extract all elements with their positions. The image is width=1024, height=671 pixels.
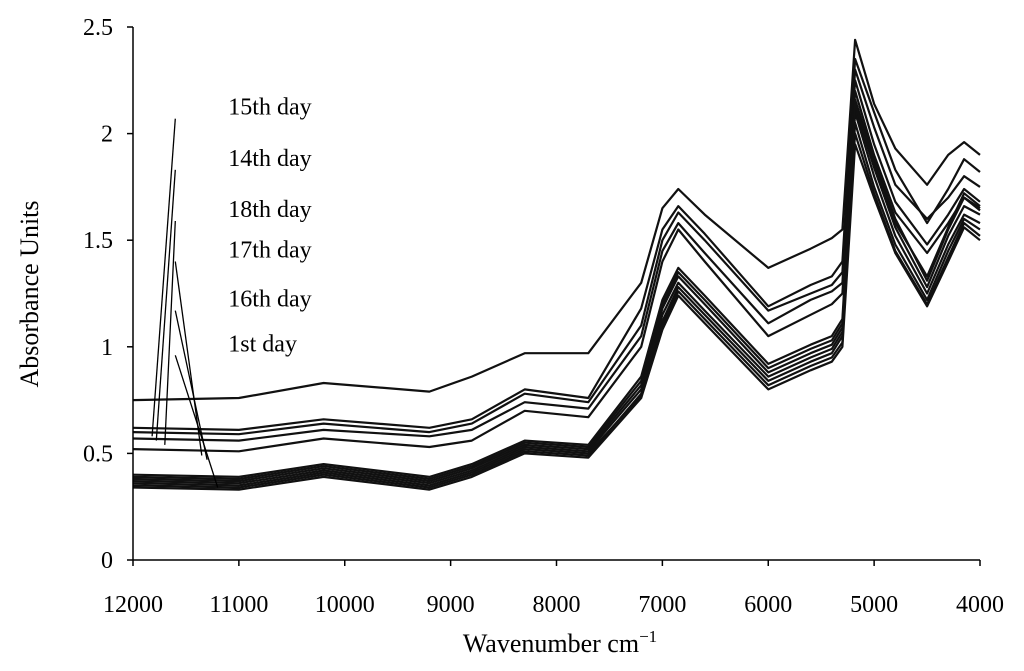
series-line-6 xyxy=(132,111,981,489)
annotation-leader-2 xyxy=(155,169,176,441)
x-tick-label-8: 5000 xyxy=(850,592,898,618)
series-line-3 xyxy=(132,68,981,436)
x-tick-label-6: 7000 xyxy=(638,592,686,618)
series-line-5 xyxy=(132,89,981,453)
annotation-label-5: 16th day xyxy=(228,287,311,313)
x-tick-label-3: 10000 xyxy=(315,592,375,618)
annotation-label-3: 18th day xyxy=(228,197,311,223)
annotation-leader-5 xyxy=(174,310,208,460)
x-tick-label-7: 6000 xyxy=(744,592,792,618)
series-line-11 xyxy=(132,143,981,491)
y-tick-label-1: 0 xyxy=(101,548,113,574)
annotation-label-4: 17th day xyxy=(228,238,311,264)
x-tick-label-9: 4000 xyxy=(956,592,1004,618)
x-tick-label-4: 9000 xyxy=(427,592,475,618)
x-tick-label-5: 8000 xyxy=(533,592,581,618)
x-axis-title-text: Wavenumber cm xyxy=(463,629,639,658)
series-line-7 xyxy=(132,121,981,487)
annotation-label-2: 14th day xyxy=(228,146,311,172)
annotation-label-1: 15th day xyxy=(228,95,311,121)
annotation-layer: 15th day 14th day 18th day 17th day 16th day… xyxy=(151,95,312,488)
series-line-1 xyxy=(132,38,981,402)
annotation-label-6: 1st day xyxy=(228,331,297,357)
x-tick-label-1: 12000 xyxy=(103,592,163,618)
series-line-8 xyxy=(132,106,981,485)
ticks-layer: 12000 11000 10000 9000 8000 7000 6000 5000 4000 0… xyxy=(83,15,1004,618)
y-tick-label-5: 2 xyxy=(101,122,113,148)
annotation-leader-6 xyxy=(174,355,219,488)
x-axis-title: Wavenumber cm−1 xyxy=(463,627,657,658)
y-tick-label-3: 1 xyxy=(101,335,113,361)
annotation-leader-1 xyxy=(151,118,176,437)
x-axis-title-superscript: −1 xyxy=(639,627,657,646)
y-tick-label-6: 2.5 xyxy=(83,15,113,41)
series-line-2 xyxy=(132,57,981,431)
series-line-4 xyxy=(132,79,981,442)
annotation-leader-3 xyxy=(164,220,176,445)
y-axis-title: Absorbance Units xyxy=(15,200,44,387)
y-tick-label-4: 1.5 xyxy=(83,228,113,254)
x-tick-label-2: 11000 xyxy=(209,592,268,618)
series-line-12 xyxy=(132,102,981,478)
series-layer xyxy=(132,38,981,491)
y-tick-label-2: 0.5 xyxy=(83,441,113,467)
